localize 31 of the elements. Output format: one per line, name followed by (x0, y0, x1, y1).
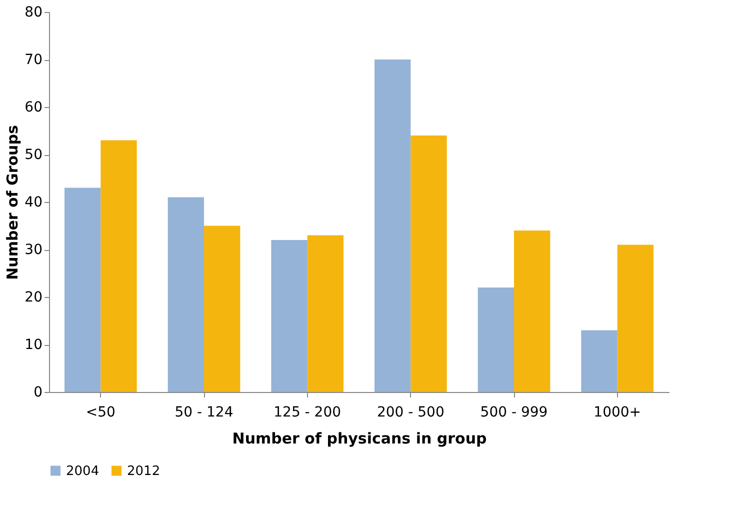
bar (307, 235, 344, 392)
bar (514, 230, 550, 392)
y-tick-label: 20 (24, 290, 42, 306)
y-tick-label: 30 (24, 242, 42, 258)
bar (374, 60, 411, 392)
bar (410, 136, 447, 392)
bar (100, 140, 137, 392)
x-tick-label: 50 - 124 (174, 404, 234, 420)
y-tick-label: 10 (24, 337, 42, 353)
y-tick-label: 70 (24, 52, 42, 68)
bar (271, 240, 308, 392)
y-axis-title: Number of Groups (4, 125, 22, 280)
x-tick-label: 1000+ (594, 404, 642, 420)
bar (168, 197, 204, 392)
y-tick-label: 0 (34, 384, 42, 400)
legend-label: 2004 (66, 464, 100, 479)
bar (581, 330, 618, 392)
bar (617, 244, 654, 392)
bar (204, 226, 240, 392)
y-tick-label: 60 (24, 100, 42, 116)
x-tick-label: <50 (86, 404, 116, 420)
y-tick-label: 80 (24, 4, 42, 20)
x-tick-label: 125 - 200 (274, 404, 342, 420)
legend-label: 2012 (127, 464, 160, 479)
bar (478, 288, 514, 392)
y-tick-label: 40 (24, 194, 42, 210)
x-tick-label: 200 - 500 (376, 404, 444, 420)
bar (64, 188, 101, 392)
x-axis-title: Number of physicans in group (232, 430, 487, 448)
y-tick-label: 50 (24, 147, 42, 163)
x-tick-label: 500 - 999 (480, 404, 548, 420)
